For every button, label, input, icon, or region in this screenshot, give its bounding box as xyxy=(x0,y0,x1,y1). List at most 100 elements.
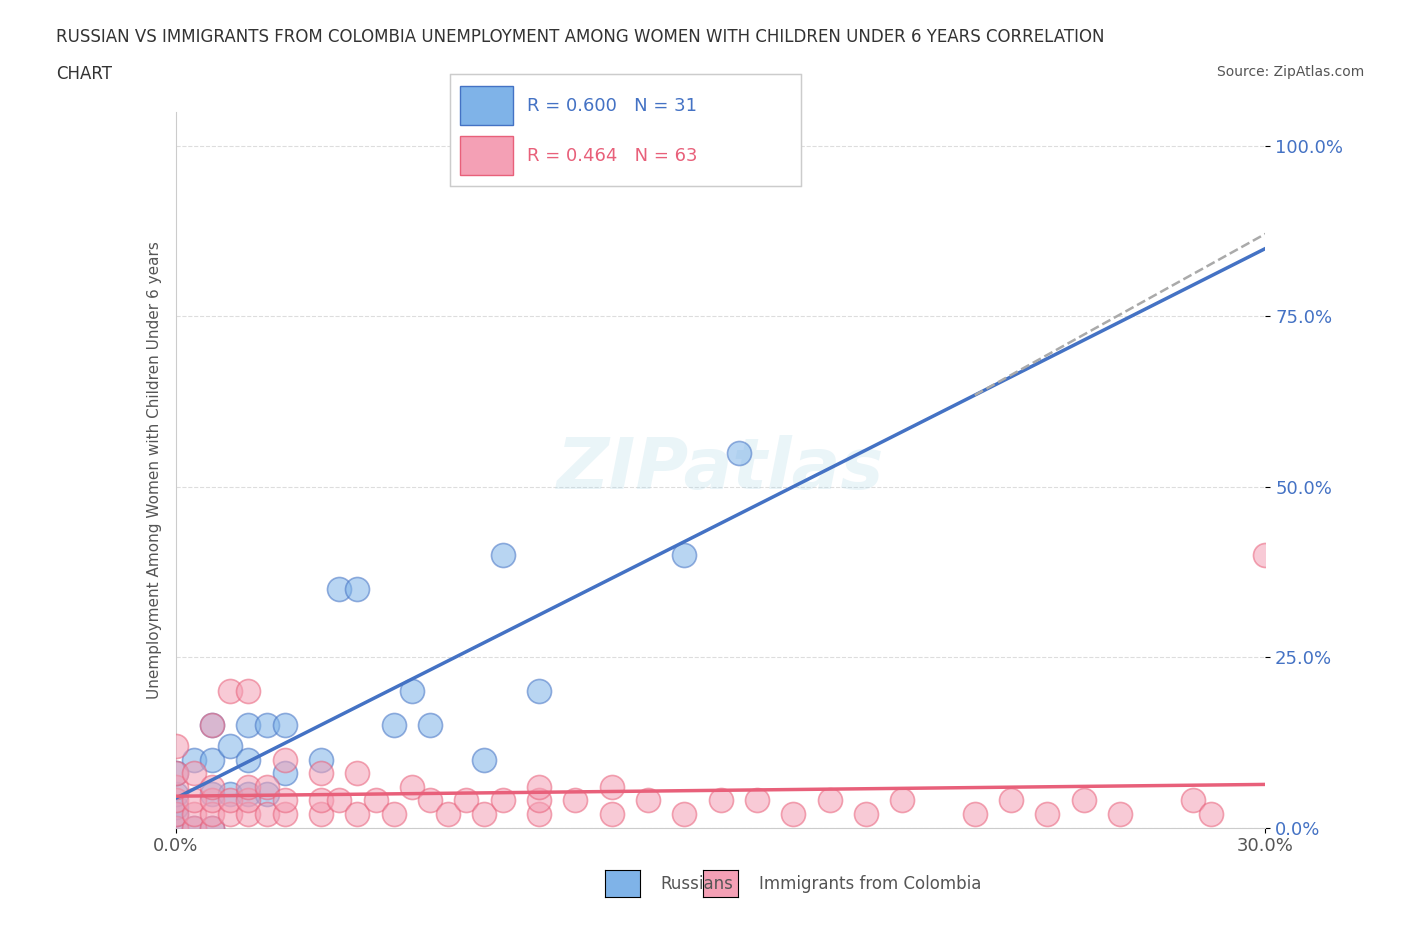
Point xyxy=(165,765,187,780)
Point xyxy=(238,786,260,801)
Point xyxy=(818,793,841,808)
Point xyxy=(1181,793,1204,808)
Point xyxy=(238,752,260,767)
Point xyxy=(474,806,496,821)
Point xyxy=(219,793,242,808)
Point xyxy=(183,820,205,835)
Point xyxy=(401,684,423,698)
Point xyxy=(745,793,768,808)
Point xyxy=(600,779,623,794)
Point xyxy=(256,779,278,794)
Point xyxy=(238,806,260,821)
Point xyxy=(165,738,187,753)
Point xyxy=(274,793,297,808)
Point xyxy=(165,806,187,821)
Point xyxy=(201,820,224,835)
Point xyxy=(238,718,260,733)
Point xyxy=(256,786,278,801)
Point xyxy=(419,718,441,733)
Text: CHART: CHART xyxy=(56,65,112,83)
Point xyxy=(600,806,623,821)
Point xyxy=(219,684,242,698)
Point xyxy=(527,793,550,808)
Point xyxy=(1254,548,1277,563)
Point xyxy=(727,445,749,460)
Point xyxy=(710,793,733,808)
Point xyxy=(165,793,187,808)
Text: Russians: Russians xyxy=(661,874,734,893)
Point xyxy=(238,684,260,698)
Point xyxy=(183,820,205,835)
Text: RUSSIAN VS IMMIGRANTS FROM COLOMBIA UNEMPLOYMENT AMONG WOMEN WITH CHILDREN UNDER: RUSSIAN VS IMMIGRANTS FROM COLOMBIA UNEM… xyxy=(56,28,1105,46)
Point xyxy=(274,752,297,767)
Point xyxy=(527,806,550,821)
Point xyxy=(165,786,187,801)
Point xyxy=(346,806,368,821)
Point xyxy=(183,765,205,780)
Point xyxy=(201,718,224,733)
Point xyxy=(201,718,224,733)
Point xyxy=(1199,806,1222,821)
Point xyxy=(238,793,260,808)
Point xyxy=(1109,806,1132,821)
Point xyxy=(219,806,242,821)
Bar xyxy=(461,86,513,125)
Point xyxy=(201,786,224,801)
Y-axis label: Unemployment Among Women with Children Under 6 years: Unemployment Among Women with Children U… xyxy=(146,241,162,698)
Point xyxy=(201,820,224,835)
Point xyxy=(201,793,224,808)
Point xyxy=(456,793,478,808)
Point xyxy=(165,820,187,835)
Text: R = 0.600   N = 31: R = 0.600 N = 31 xyxy=(527,97,697,114)
Point xyxy=(165,806,187,821)
Text: ZIPatlas: ZIPatlas xyxy=(557,435,884,504)
Point xyxy=(401,779,423,794)
Point xyxy=(309,765,332,780)
Point xyxy=(782,806,804,821)
Point xyxy=(527,779,550,794)
Point xyxy=(492,548,515,563)
Point xyxy=(382,718,405,733)
Point xyxy=(564,793,586,808)
Point xyxy=(183,806,205,821)
Point xyxy=(382,806,405,821)
Point xyxy=(1036,806,1059,821)
Point xyxy=(328,793,350,808)
Point xyxy=(165,820,187,835)
Point xyxy=(346,765,368,780)
Point xyxy=(201,752,224,767)
Point xyxy=(637,793,659,808)
Point xyxy=(855,806,877,821)
Point xyxy=(492,793,515,808)
Point xyxy=(963,806,986,821)
Point xyxy=(328,581,350,596)
Point xyxy=(419,793,441,808)
Text: Immigrants from Colombia: Immigrants from Colombia xyxy=(759,874,981,893)
Text: Source: ZipAtlas.com: Source: ZipAtlas.com xyxy=(1216,65,1364,79)
Point xyxy=(274,765,297,780)
Point xyxy=(474,752,496,767)
Point xyxy=(165,765,187,780)
Point xyxy=(256,718,278,733)
Point xyxy=(527,684,550,698)
Point xyxy=(165,800,187,815)
Bar xyxy=(461,136,513,175)
Point xyxy=(309,793,332,808)
Point xyxy=(346,581,368,596)
Point xyxy=(238,779,260,794)
Point xyxy=(673,806,696,821)
Point xyxy=(201,779,224,794)
Point xyxy=(1000,793,1022,808)
Point xyxy=(256,806,278,821)
Point xyxy=(219,786,242,801)
Point xyxy=(673,548,696,563)
Point xyxy=(183,793,205,808)
Point xyxy=(364,793,387,808)
Point xyxy=(309,806,332,821)
Point xyxy=(183,752,205,767)
Point xyxy=(1073,793,1095,808)
Text: R = 0.464   N = 63: R = 0.464 N = 63 xyxy=(527,147,697,165)
Point xyxy=(274,806,297,821)
Point xyxy=(201,806,224,821)
Point xyxy=(165,779,187,794)
